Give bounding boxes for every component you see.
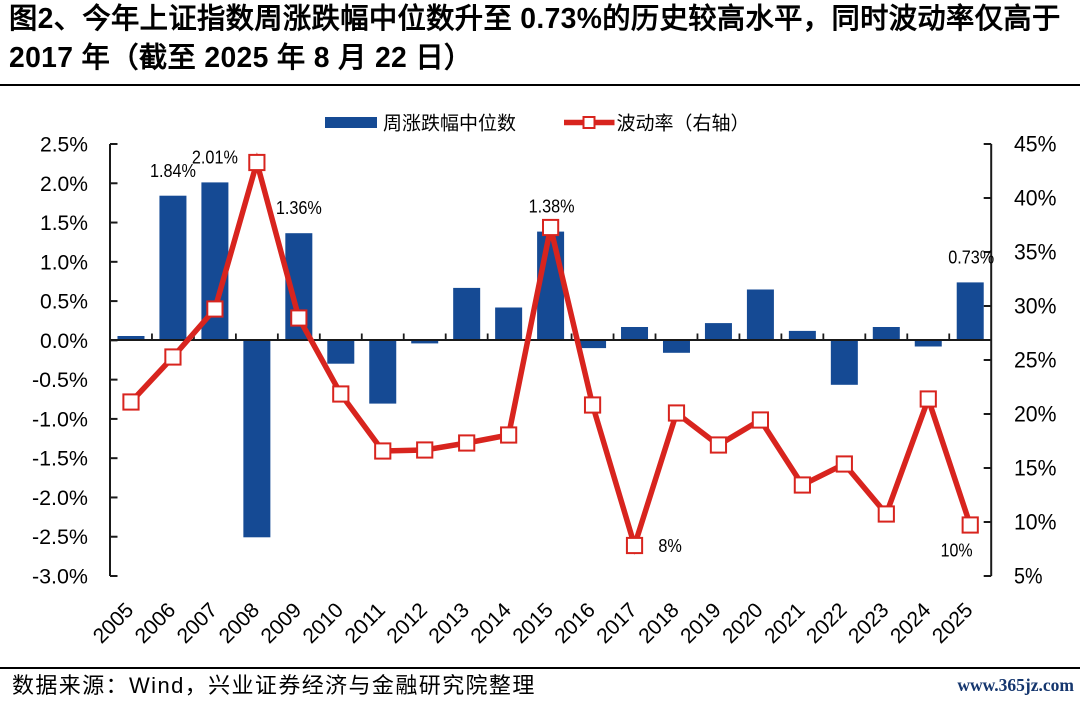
svg-text:1.84%: 1.84% xyxy=(150,161,196,181)
svg-text:-3.0%: -3.0% xyxy=(32,565,88,589)
svg-text:2006: 2006 xyxy=(131,599,180,648)
svg-text:40%: 40% xyxy=(1014,186,1057,211)
svg-text:2007: 2007 xyxy=(173,599,222,648)
svg-text:10%: 10% xyxy=(941,541,973,561)
svg-text:2009: 2009 xyxy=(257,599,306,648)
svg-text:1.36%: 1.36% xyxy=(276,198,322,218)
svg-text:-1.0%: -1.0% xyxy=(32,407,88,431)
svg-text:-2.5%: -2.5% xyxy=(32,525,88,549)
svg-text:-2.0%: -2.0% xyxy=(32,486,88,510)
svg-text:2014: 2014 xyxy=(466,598,516,648)
svg-text:2021: 2021 xyxy=(760,599,809,648)
svg-text:1.5%: 1.5% xyxy=(40,211,88,235)
svg-text:2.01%: 2.01% xyxy=(192,148,238,168)
svg-text:2024: 2024 xyxy=(886,598,936,648)
svg-text:10%: 10% xyxy=(1014,510,1057,535)
svg-text:2023: 2023 xyxy=(844,599,893,648)
svg-text:2020: 2020 xyxy=(718,599,767,648)
svg-text:-1.5%: -1.5% xyxy=(32,447,88,471)
svg-text:15%: 15% xyxy=(1014,456,1057,481)
svg-text:0.5%: 0.5% xyxy=(40,290,88,314)
svg-text:2015: 2015 xyxy=(508,599,557,648)
svg-text:30%: 30% xyxy=(1014,294,1057,319)
svg-text:1.38%: 1.38% xyxy=(529,197,575,217)
svg-text:2010: 2010 xyxy=(299,599,348,648)
svg-text:2005: 2005 xyxy=(89,599,138,648)
svg-text:0.0%: 0.0% xyxy=(40,329,88,353)
svg-text:-0.5%: -0.5% xyxy=(32,368,88,392)
svg-text:2017: 2017 xyxy=(592,599,641,648)
svg-text:2.5%: 2.5% xyxy=(40,133,88,157)
svg-text:2011: 2011 xyxy=(340,599,389,648)
svg-text:20%: 20% xyxy=(1014,402,1057,427)
svg-text:波动率（右轴）: 波动率（右轴） xyxy=(617,113,750,135)
svg-text:1.0%: 1.0% xyxy=(40,250,88,274)
svg-text:2019: 2019 xyxy=(676,599,725,648)
svg-text:2.0%: 2.0% xyxy=(40,172,88,196)
svg-text:2008: 2008 xyxy=(215,599,264,648)
svg-text:2022: 2022 xyxy=(802,599,851,648)
svg-text:2016: 2016 xyxy=(550,599,599,648)
svg-text:2013: 2013 xyxy=(424,599,473,648)
svg-text:8%: 8% xyxy=(658,536,682,556)
svg-text:2018: 2018 xyxy=(634,599,683,648)
svg-text:周涨跌幅中位数: 周涨跌幅中位数 xyxy=(383,113,516,135)
svg-text:2025: 2025 xyxy=(928,599,977,648)
svg-text:35%: 35% xyxy=(1014,240,1057,265)
svg-text:25%: 25% xyxy=(1014,348,1057,373)
svg-text:0.73%: 0.73% xyxy=(948,248,994,268)
svg-text:2012: 2012 xyxy=(382,599,431,648)
svg-text:45%: 45% xyxy=(1014,132,1057,157)
svg-text:5%: 5% xyxy=(1014,564,1043,589)
